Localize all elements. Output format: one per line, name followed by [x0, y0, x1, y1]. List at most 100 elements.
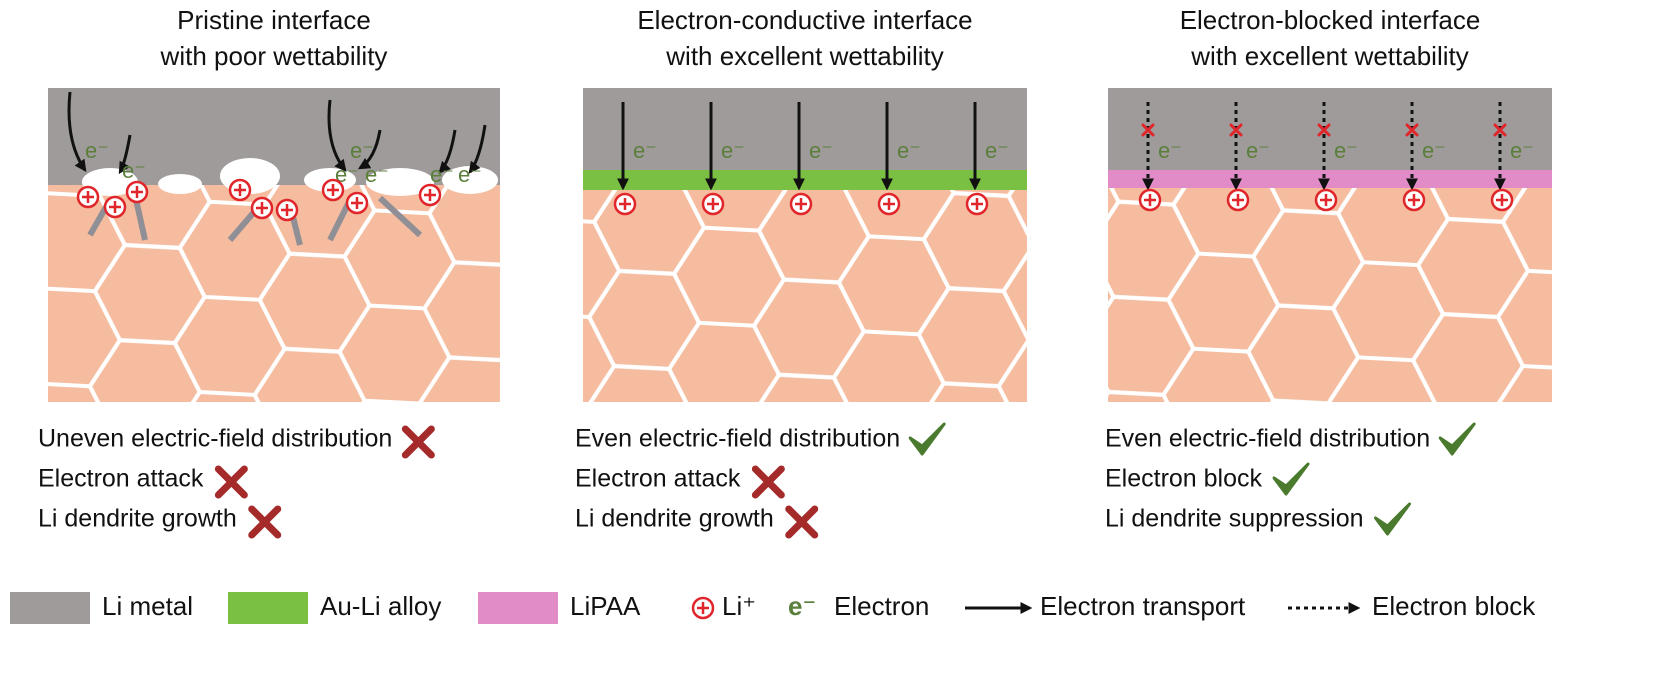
legend-swatch: [10, 592, 90, 624]
electron-label: e⁻: [458, 162, 482, 187]
li-ion: [877, 192, 901, 216]
li-metal-top: [1108, 88, 1552, 170]
li-ion: [1490, 188, 1514, 212]
li-ion: [691, 596, 715, 620]
li-ion-plus: [1232, 194, 1244, 206]
outcome-text: Li dendrite suppression: [1105, 505, 1364, 533]
electron-label: e⁻: [1246, 138, 1270, 163]
li-ion: [275, 198, 299, 222]
panel-title: Electron-blocked interface: [1180, 5, 1481, 35]
void: [442, 166, 498, 194]
electron-label: e⁻: [897, 138, 921, 163]
li-ion-plus: [256, 202, 268, 214]
electron-label: e⁻: [985, 138, 1009, 163]
panel-title: Electron-conductive interface: [637, 5, 972, 35]
li-ion: [418, 183, 442, 207]
electron-label: e⁻: [1422, 138, 1446, 163]
li-ion-plus: [131, 186, 143, 198]
li-ion-plus: [234, 184, 246, 196]
outcome-text: Li dendrite growth: [575, 505, 774, 533]
electron-arrow: [118, 134, 132, 175]
li-ion-plus: [971, 198, 983, 210]
electron-arrow: [357, 129, 382, 170]
li-ion-plus: [619, 198, 631, 210]
li-ion: [103, 195, 127, 219]
panel-title: Pristine interface: [177, 5, 371, 35]
electron-label: e⁻: [430, 162, 454, 187]
legend-swatch: [478, 592, 558, 624]
cross-mark: [248, 505, 282, 539]
li-ion: [228, 178, 252, 202]
panel-title: with poor wettability: [160, 41, 388, 71]
check-mark: [1272, 462, 1310, 496]
electron-arrow: [67, 91, 87, 172]
legend-label: Electron transport: [1040, 591, 1246, 621]
cross-mark: [751, 465, 785, 499]
electron-label: e⁻: [1510, 138, 1534, 163]
li-ion-plus: [281, 204, 293, 216]
electron-label: e⁻: [1158, 138, 1182, 163]
legend-label: Au-Li alloy: [320, 591, 441, 621]
li-ion: [1138, 188, 1162, 212]
li-ion: [1314, 188, 1338, 212]
panel: e⁻e⁻e⁻e⁻ e⁻ e⁻ e⁻: [48, 88, 500, 402]
li-ion-plus: [707, 198, 719, 210]
li-ion: [345, 191, 369, 215]
li-ion: [1226, 188, 1250, 212]
electron-label: e⁻: [809, 138, 833, 163]
electron-arrow: [468, 124, 487, 174]
electron-label: e⁻: [721, 138, 745, 163]
li-ion-plus: [424, 189, 436, 201]
legend: Li metal Au-Li alloy LiPAA Li⁺ e⁻ Electron Ele…: [10, 591, 1536, 624]
outcome-text: Even electric-field distribution: [575, 425, 900, 453]
electron-label: e⁻: [633, 138, 657, 163]
li-ion-plus: [1408, 194, 1420, 206]
legend-label: Li metal: [102, 591, 193, 621]
legend-swatch: [228, 592, 308, 624]
outcome-text: Li dendrite growth: [38, 505, 237, 533]
li-ion-plus: [82, 191, 94, 203]
diagram-panels: e⁻e⁻e⁻e⁻ e⁻ e⁻ e⁻e⁻ e⁻ e⁻ e⁻ e⁻ e⁻ e⁻ e⁻ e⁻ e⁻: [48, 88, 1552, 402]
outcome-text: Electron attack: [38, 465, 204, 493]
cross-mark: [1493, 123, 1507, 137]
li-ion-plus: [883, 198, 895, 210]
li-ion-plus: [327, 184, 339, 196]
panel: e⁻ e⁻ e⁻ e⁻ e⁻: [583, 88, 1027, 402]
outcome-text: Electron block: [1105, 465, 1263, 493]
panel-title: with excellent wettability: [665, 41, 943, 71]
legend-label: LiPAA: [570, 591, 641, 621]
outcome-text: Even electric-field distribution: [1105, 425, 1430, 453]
li-ion: [701, 192, 725, 216]
li-ion: [125, 180, 149, 204]
electron-label: e⁻: [122, 158, 146, 183]
cross-mark: [1317, 123, 1331, 137]
li-ion: [76, 185, 100, 209]
legend-label: Electron: [834, 591, 929, 621]
check-mark: [1374, 502, 1411, 536]
li-ion: [321, 178, 345, 202]
outcome-text: Uneven electric-field distribution: [38, 425, 392, 453]
li-ion-plus: [1496, 194, 1508, 206]
legend-label: Li⁺: [722, 591, 756, 621]
li-ion-plus: [697, 602, 709, 614]
lipaa-layer: [1108, 170, 1552, 188]
panel-title: with excellent wettability: [1190, 41, 1468, 71]
cross-mark: [214, 465, 248, 499]
panel: e⁻ e⁻ e⁻ e⁻ e⁻: [1108, 88, 1552, 402]
legend-electron-symbol: e⁻: [788, 591, 816, 621]
li-ion-plus: [1320, 194, 1332, 206]
au-li-alloy-layer: [583, 170, 1027, 190]
check-mark: [1438, 422, 1476, 456]
li-metal-top: [583, 88, 1027, 170]
dendrite: [377, 195, 423, 238]
cross-mark: [401, 425, 435, 459]
legend-label: Electron block: [1372, 591, 1536, 621]
labels: Pristine interface with poor wettability U…: [10, 5, 1536, 624]
cross-mark: [785, 505, 819, 539]
li-ion: [789, 192, 813, 216]
electron-label: e⁻: [1334, 138, 1358, 163]
electron-label: e⁻: [350, 138, 374, 163]
void: [366, 168, 434, 196]
li-ion: [250, 196, 274, 220]
